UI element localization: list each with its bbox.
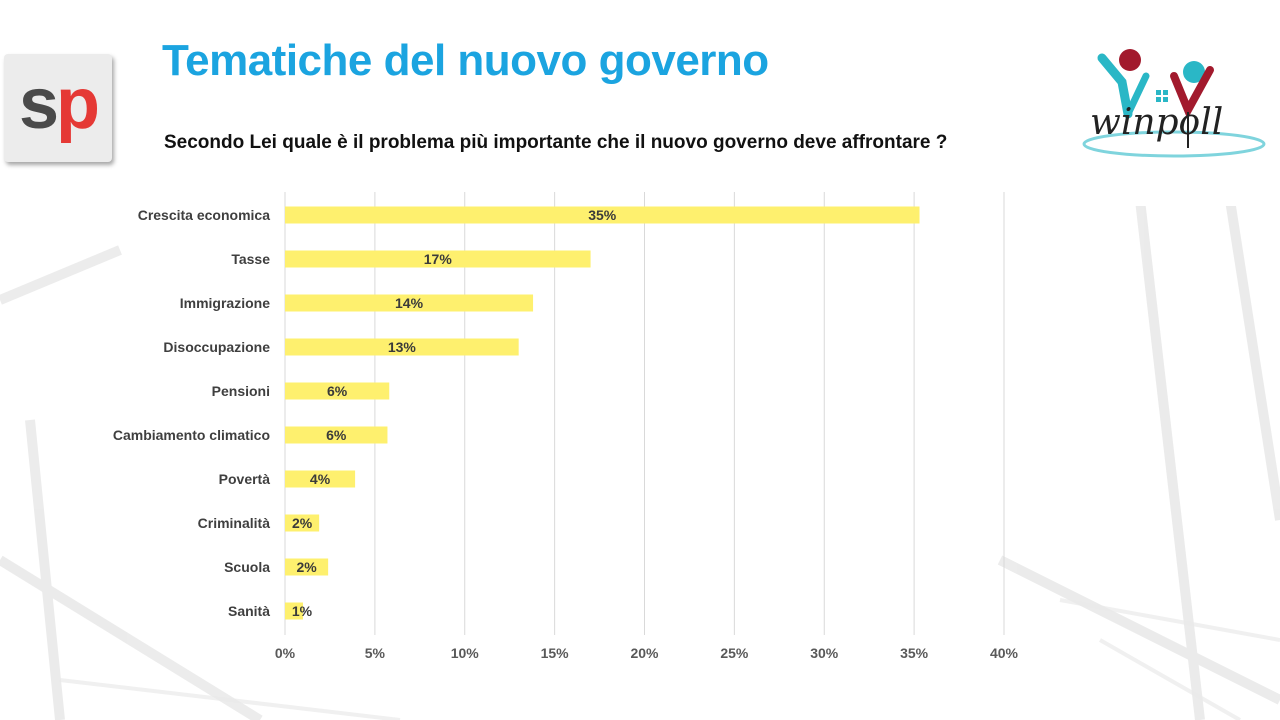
data-label: 35% — [588, 207, 617, 223]
sp-logo-s: s — [18, 64, 59, 144]
category-label: Povertà — [219, 471, 271, 487]
x-tick-label: 0% — [275, 645, 296, 661]
data-label: 17% — [424, 251, 453, 267]
data-label: 14% — [395, 295, 424, 311]
bar — [285, 426, 388, 444]
data-label: 2% — [292, 515, 313, 531]
data-label: 13% — [388, 339, 417, 355]
category-label: Pensioni — [212, 383, 270, 399]
x-tick-label: 5% — [365, 645, 386, 661]
category-label: Crescita economica — [138, 207, 270, 223]
data-label: 2% — [296, 559, 317, 575]
data-label: 1% — [292, 603, 313, 619]
bar — [285, 382, 390, 400]
page-title: Tematiche del nuovo governo — [162, 36, 769, 85]
x-tick-label: 10% — [451, 645, 480, 661]
data-label: 6% — [327, 383, 348, 399]
category-label: Sanità — [228, 603, 270, 619]
bar — [285, 294, 534, 312]
bar — [285, 470, 356, 488]
bar — [285, 206, 920, 224]
bar — [285, 250, 591, 268]
category-label: Scuola — [224, 559, 270, 575]
x-tick-label: 25% — [720, 645, 749, 661]
sp-logo-p: p — [56, 64, 100, 144]
category-label: Tasse — [231, 251, 270, 267]
x-tick-label: 40% — [990, 645, 1019, 661]
bar — [285, 558, 329, 576]
category-label: Disoccupazione — [163, 339, 270, 355]
data-label: 4% — [310, 471, 331, 487]
x-tick-label: 35% — [900, 645, 929, 661]
bar — [285, 602, 303, 620]
category-label: Immigrazione — [180, 295, 270, 311]
winpoll-logo: winpoll — [1076, 36, 1276, 206]
bar — [285, 514, 320, 532]
winpoll-wordmark: winpoll — [1090, 102, 1223, 143]
sp-logo: sp — [4, 54, 112, 162]
category-label: Cambiamento climatico — [113, 427, 270, 443]
chart-question: Secondo Lei quale è il problema più impo… — [164, 132, 948, 153]
x-tick-label: 30% — [810, 645, 839, 661]
category-label: Criminalità — [198, 515, 271, 531]
bar — [285, 338, 519, 356]
data-label: 6% — [326, 427, 347, 443]
x-tick-label: 15% — [541, 645, 570, 661]
x-tick-label: 20% — [630, 645, 659, 661]
